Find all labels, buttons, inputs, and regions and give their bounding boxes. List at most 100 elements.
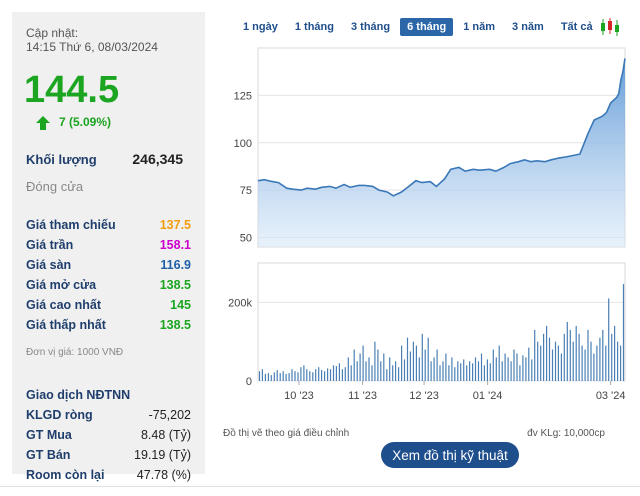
volume-bar [436,349,438,381]
volume-bar [380,361,382,381]
volume-bar [430,361,432,381]
foreign-row-value: 19.19 (Tỷ) [134,448,191,462]
volume-bar [392,365,394,381]
price-tick-label: 100 [234,138,252,150]
volume-bar [507,357,509,381]
volume-bar [463,359,465,381]
volume-bar [415,345,417,381]
volume-bar [510,361,512,381]
volume-bar [575,325,577,381]
volume-bar [288,373,290,381]
volume-bar [427,337,429,381]
foreign-row: GT Mua 8.48 (Tỷ) [26,425,191,445]
volume-bar [318,367,320,381]
volume-bar [454,367,456,381]
adjusted-price-note: Đồ thị vẽ theo giá điều chỉnh [223,428,350,439]
volume-bar [433,357,435,381]
volume-bar [495,357,497,381]
volume-bar [398,367,400,381]
volume-label: Khối lượng [26,152,97,167]
volume-bar [338,363,340,381]
foreign-row-label: GT Bán [26,448,71,462]
volume-bar [386,369,388,381]
volume-tick-label: 200k [228,297,252,309]
volume-bar [554,341,557,381]
foreign-row-label: KLGD ròng [26,408,93,422]
volume-bar [418,357,420,381]
tab-6-months[interactable]: 6 tháng [400,18,454,36]
technical-chart-button[interactable]: Xem đồ thị kỹ thuật [381,442,519,468]
volume-bar [498,345,500,381]
volume-bar [546,325,548,381]
price-tick-label: 75 [240,185,252,197]
foreign-row: KLGD ròng -75,202 [26,405,191,425]
volume-bar [291,369,293,381]
close-label: Đóng cửa [26,179,84,194]
volume-bar [569,329,571,381]
price-table: Giá tham chiếu 137.5 Giá trần 158.1 Giá sà… [26,215,191,335]
price-row-label: Giá mở cửa [26,278,97,292]
volume-bar [406,337,409,381]
price-tick-label: 50 [240,233,252,245]
volume-bar [341,369,343,381]
volume-bar [522,355,524,381]
volume-bar [329,369,332,381]
volume-bar [344,367,346,381]
volume-bar [504,353,506,381]
volume-bar [264,373,266,381]
volume-bar [347,357,349,381]
price-row: Giá thấp nhất 138.5 [26,315,191,335]
foreign-row-label: GT Mua [26,428,72,442]
candlestick-icon[interactable] [599,17,621,37]
volume-bar [424,349,426,381]
price-row-label: Giá sàn [26,258,72,272]
arrow-up-icon [36,115,50,130]
volume-bar [303,365,305,381]
volume-bar [258,371,261,381]
volume-bar [466,365,468,381]
volume-bar [525,357,527,381]
volume-bar [581,345,583,381]
tab-1-day[interactable]: 1 ngày [243,21,278,33]
volume-bar [276,370,278,381]
stock-stats-panel: Cập nhật: 14:15 Thứ 6, 08/03/2024 144.5 … [12,12,205,482]
volume-bar [294,371,296,381]
volume-bar [383,353,385,381]
price-change: 7 (5.09%) [36,115,112,130]
volume-bar [368,357,370,381]
volume-bar [335,366,337,381]
volume-bar [445,353,447,381]
price-row-label: Giá tham chiếu [26,218,116,232]
foreign-row-value: 8.48 (Tỷ) [140,428,191,442]
price-row-value: 145 [170,298,191,312]
price-row-label: Giá trần [26,238,74,252]
price-unit-note: Đơn vị giá: 1000 VNĐ [26,347,124,358]
volume-bar [472,363,474,381]
foreign-trading-title: Giao dịch NĐTNN [26,388,131,402]
time-range-tabs: 1 ngày 1 tháng 3 tháng 6 tháng 1 năm 3 n… [236,16,621,38]
volume-bar [537,341,539,381]
tab-all[interactable]: Tất cả [560,21,593,33]
volume-bar [377,349,379,381]
tab-1-year[interactable]: 1 năm [463,21,496,33]
volume-bar [587,329,589,381]
tab-3-months[interactable]: 3 tháng [350,21,391,33]
volume-bar [350,365,352,381]
volume-bar [300,367,302,381]
volume-bar [439,365,441,381]
bottom-divider [0,486,640,487]
update-time: 14:15 Thứ 6, 08/03/2024 [26,40,158,54]
stock-charts: 50 75 100 125 0 200k 10 '23 11 '23 12 '23 01 '24 0… [228,47,626,402]
volume-bar [412,341,414,381]
foreign-row: Room còn lại 47.78 (%) [26,465,191,485]
price-row-label: Giá cao nhất [26,298,102,312]
x-tick-label: 03 '24 [596,390,626,402]
tab-1-month[interactable]: 1 tháng [294,21,334,33]
price-change-value: 7 (5.09%) [59,115,112,129]
tab-3-years[interactable]: 3 năm [512,21,544,33]
volume-bar [403,359,406,381]
volume-bar [395,361,397,381]
volume-bar [359,353,361,381]
volume-bar [442,361,444,381]
volume-bar [483,365,485,381]
